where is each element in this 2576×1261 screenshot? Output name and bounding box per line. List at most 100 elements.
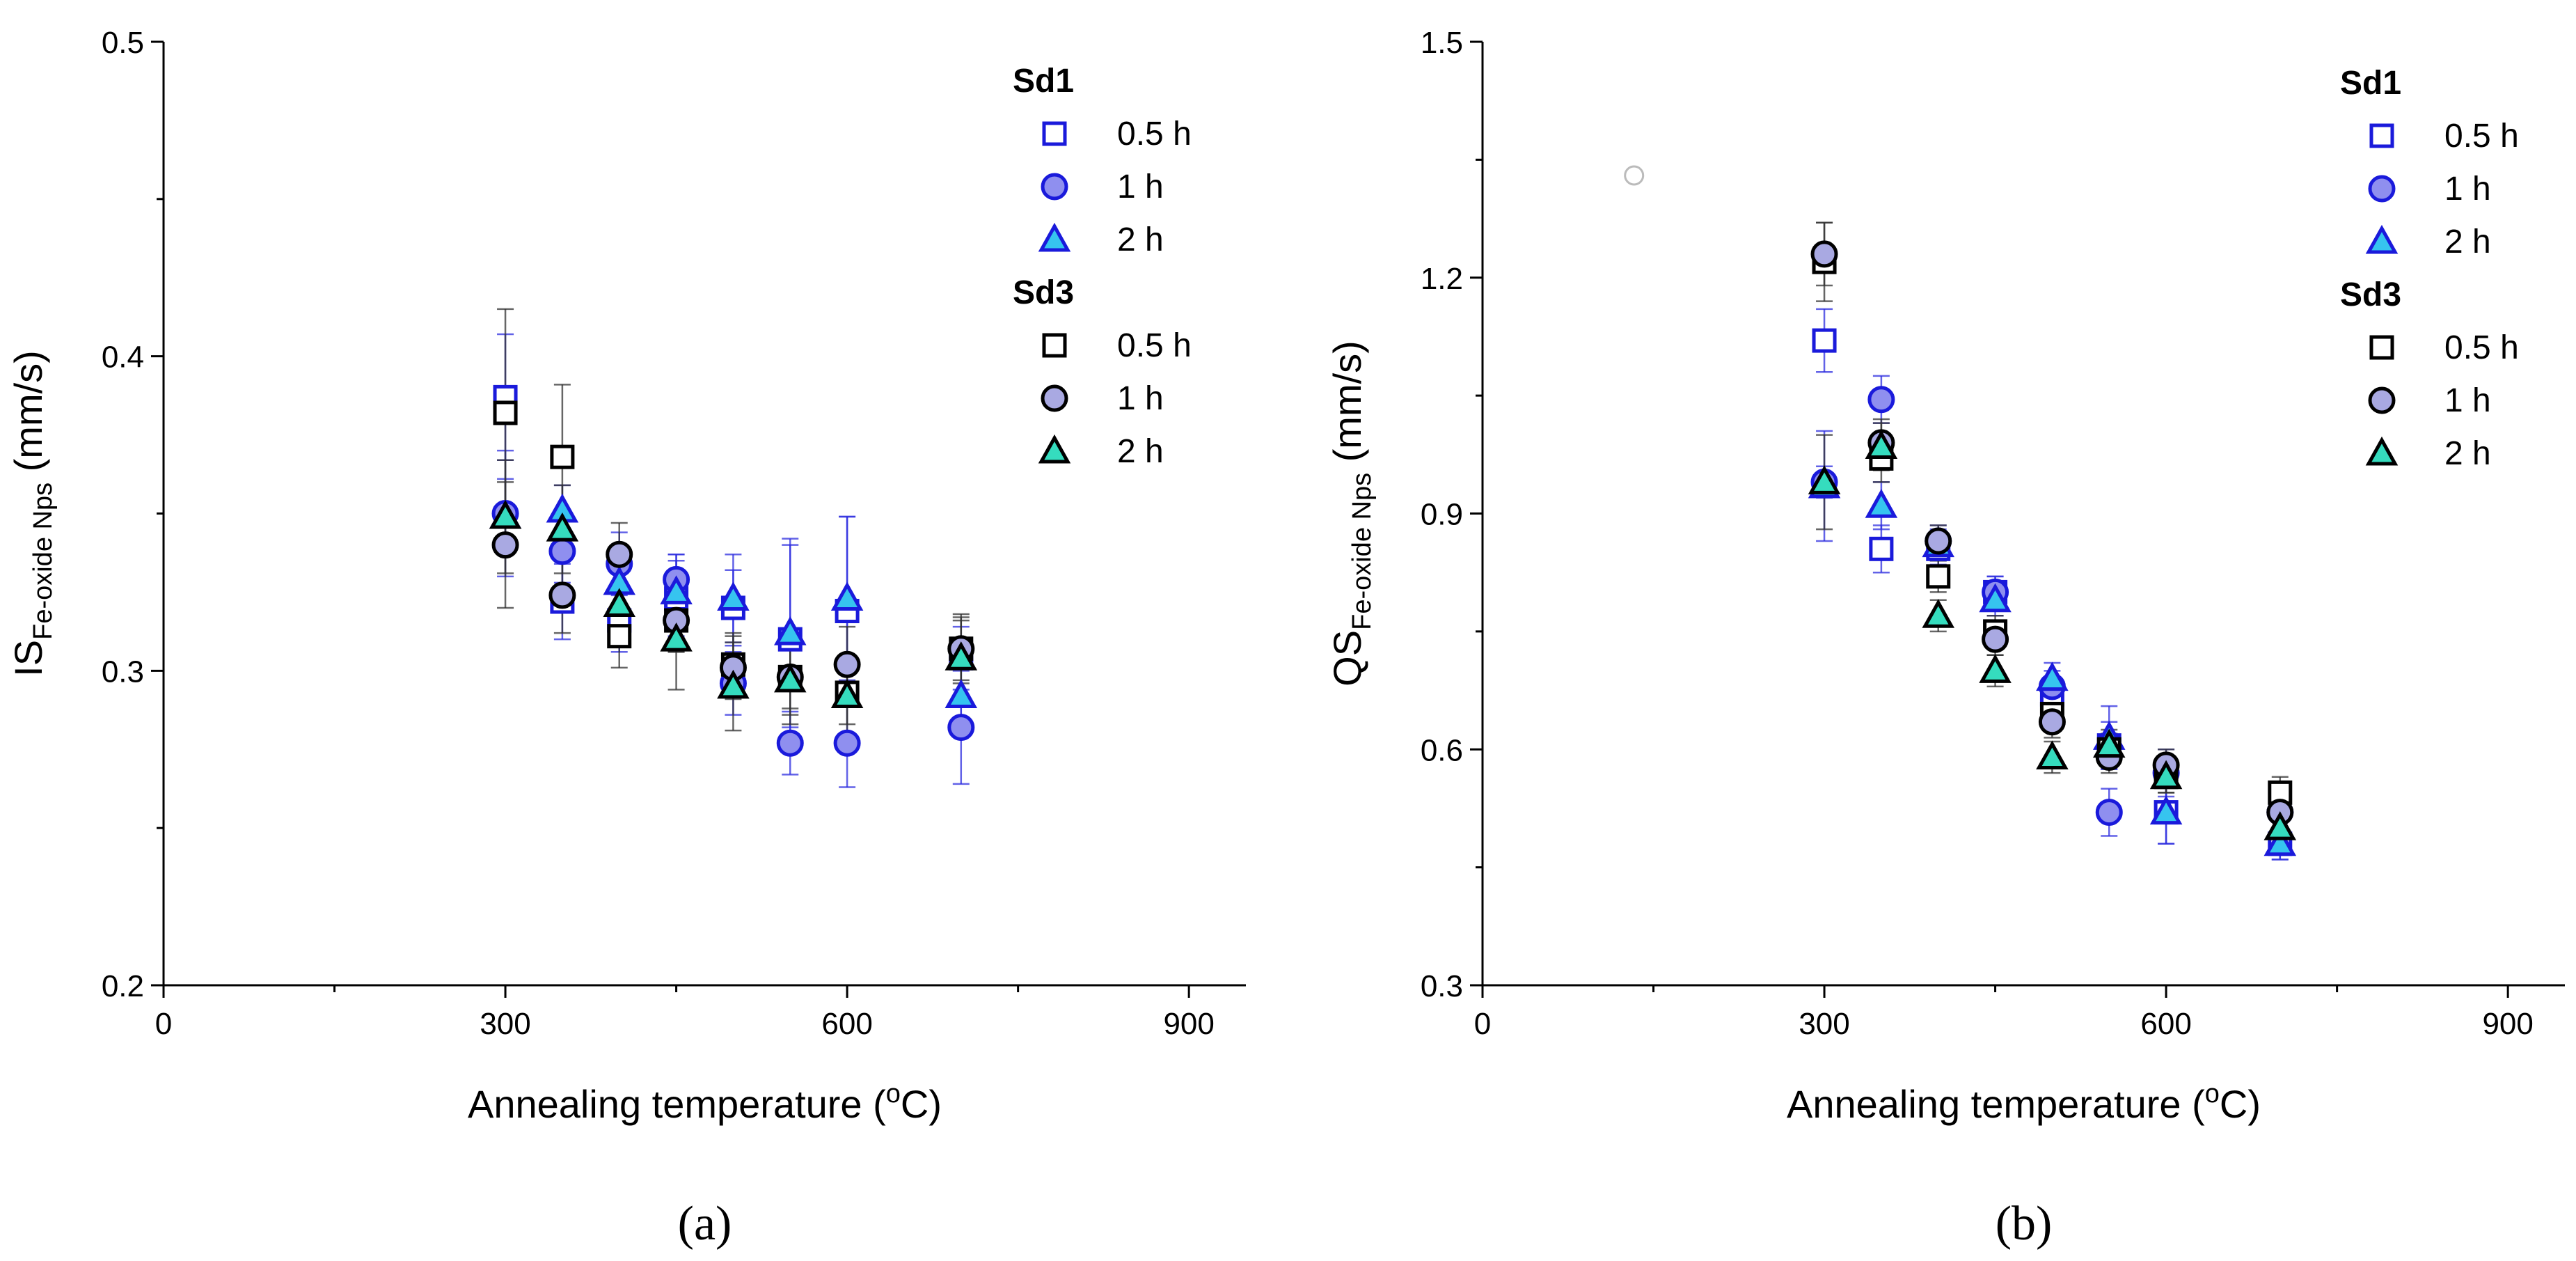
data-point [1869,536,1894,561]
data-point [1926,564,1951,589]
data-point [1808,465,1841,494]
data-point [1865,430,1898,460]
y-tick-label: 0.9 [1421,498,1463,532]
data-point [1979,583,2012,613]
legend-marker [1038,222,1071,252]
legend-group-title: Sd1 [1013,63,1074,100]
data-point [1925,527,1952,555]
y-tick-label: 0.6 [1421,733,1463,767]
y-axis-label-subscript: Fe-oxide Nps [1348,473,1377,630]
x-axis-label: Annealing temperature (oC) [468,1079,942,1126]
data-point [2263,811,2297,840]
data-point [1810,240,1838,268]
data-point [776,729,804,757]
x-axis-label-unit: C) [2220,1082,2261,1126]
y-tick-label: 0.2 [102,969,144,1003]
data-point [830,581,864,611]
data-point [2095,799,2123,827]
legend-marker [1038,434,1071,464]
x-axis-label-degree: o [886,1079,901,1109]
data-point [607,624,632,649]
data-point [945,679,978,708]
data-point [1867,386,1895,414]
y-axis-label-main: QS [1325,630,1369,687]
panel-b-chart: 0 300 600 900 0.3 0.6 0.9 1.2 1.5 Annealing tempe… [1325,26,2565,1251]
data-point [2093,728,2126,758]
data-point [548,581,576,609]
y-tick-label: 1.2 [1421,262,1463,296]
legend-label: 2 h [2444,224,2491,260]
legend-marker [1041,384,1068,412]
data-point [1982,625,2009,653]
data-point [947,714,975,742]
data-point [491,531,519,559]
legend-marker [1042,333,1067,358]
legend-label: 1 h [1117,380,1164,417]
legend-marker [2369,335,2394,360]
legend-group-title: Sd3 [2340,276,2401,313]
legend-group-title: Sd3 [1013,274,1074,311]
data-point [2263,827,2297,856]
x-tick-label: 600 [821,1007,872,1041]
data-point [660,622,693,652]
y-axis-label-unit: (mm/s) [1325,340,1369,473]
legend-label: 0.5 h [1117,116,1192,152]
x-axis-label-text: Annealing temperature ( [468,1082,886,1126]
legend-marker [2369,123,2394,148]
x-tick-label: 300 [480,1007,530,1041]
data-point [489,499,522,529]
data-point [774,616,807,645]
panel-caption: (a) [678,1197,732,1251]
data-point [493,400,518,425]
y-tick-label: 0.3 [1421,969,1463,1003]
y-tick-label: 0.5 [102,26,144,60]
data-point [833,729,861,757]
data-point [717,581,750,611]
x-axis-label-text: Annealing temperature ( [1787,1082,2205,1126]
y-tick-label: 0.3 [102,655,144,689]
data-point [774,663,807,693]
data-point [606,540,633,568]
data-point [2036,740,2069,770]
legend-label: 2 h [1117,221,1164,258]
x-tick-label: 0 [155,1007,172,1041]
data-point [550,444,575,469]
data-point [1979,654,2012,683]
data-point [660,575,693,604]
legend-marker [2365,224,2399,254]
legend-marker [1041,173,1068,201]
panel-caption: (b) [1996,1197,2053,1251]
x-tick-label: 0 [1474,1007,1491,1041]
data-point [2268,780,2293,805]
data-point [833,650,861,678]
data-point [1922,599,1954,628]
data-point [945,641,978,671]
data-point [2149,760,2183,790]
x-tick-label: 900 [1163,1007,1214,1041]
legend-marker [2365,436,2399,466]
y-axis-label-main: IS [6,640,50,677]
legend-label: 2 h [1117,433,1164,470]
y-axis-label: ISFe-oxide Nps (mm/s) [6,350,58,677]
legend-marker [1042,121,1067,146]
y-tick-label: 1.5 [1421,26,1463,60]
legend-marker [2368,386,2396,414]
data-point [603,588,635,617]
data-point [2036,661,2069,691]
x-axis-label: Annealing temperature (oC) [1787,1079,2261,1126]
data-point [546,512,579,542]
data-point [717,669,750,699]
legend-label: 1 h [2444,382,2491,419]
x-tick-label: 300 [1799,1007,1849,1041]
legend-label: 2 h [2444,435,2491,472]
data-point [1865,489,1898,518]
data-point [548,538,576,565]
data-point [1812,328,1837,353]
x-tick-label: 900 [2482,1007,2533,1041]
legend-label: 0.5 h [2444,329,2519,366]
legend-marker [2368,175,2396,203]
panel-a-chart: 0 300 600 900 0.2 0.3 0.4 0.5 Annealing temperat… [6,26,1246,1251]
data-point [2149,795,2183,825]
legend-label: 0.5 h [1117,327,1192,364]
